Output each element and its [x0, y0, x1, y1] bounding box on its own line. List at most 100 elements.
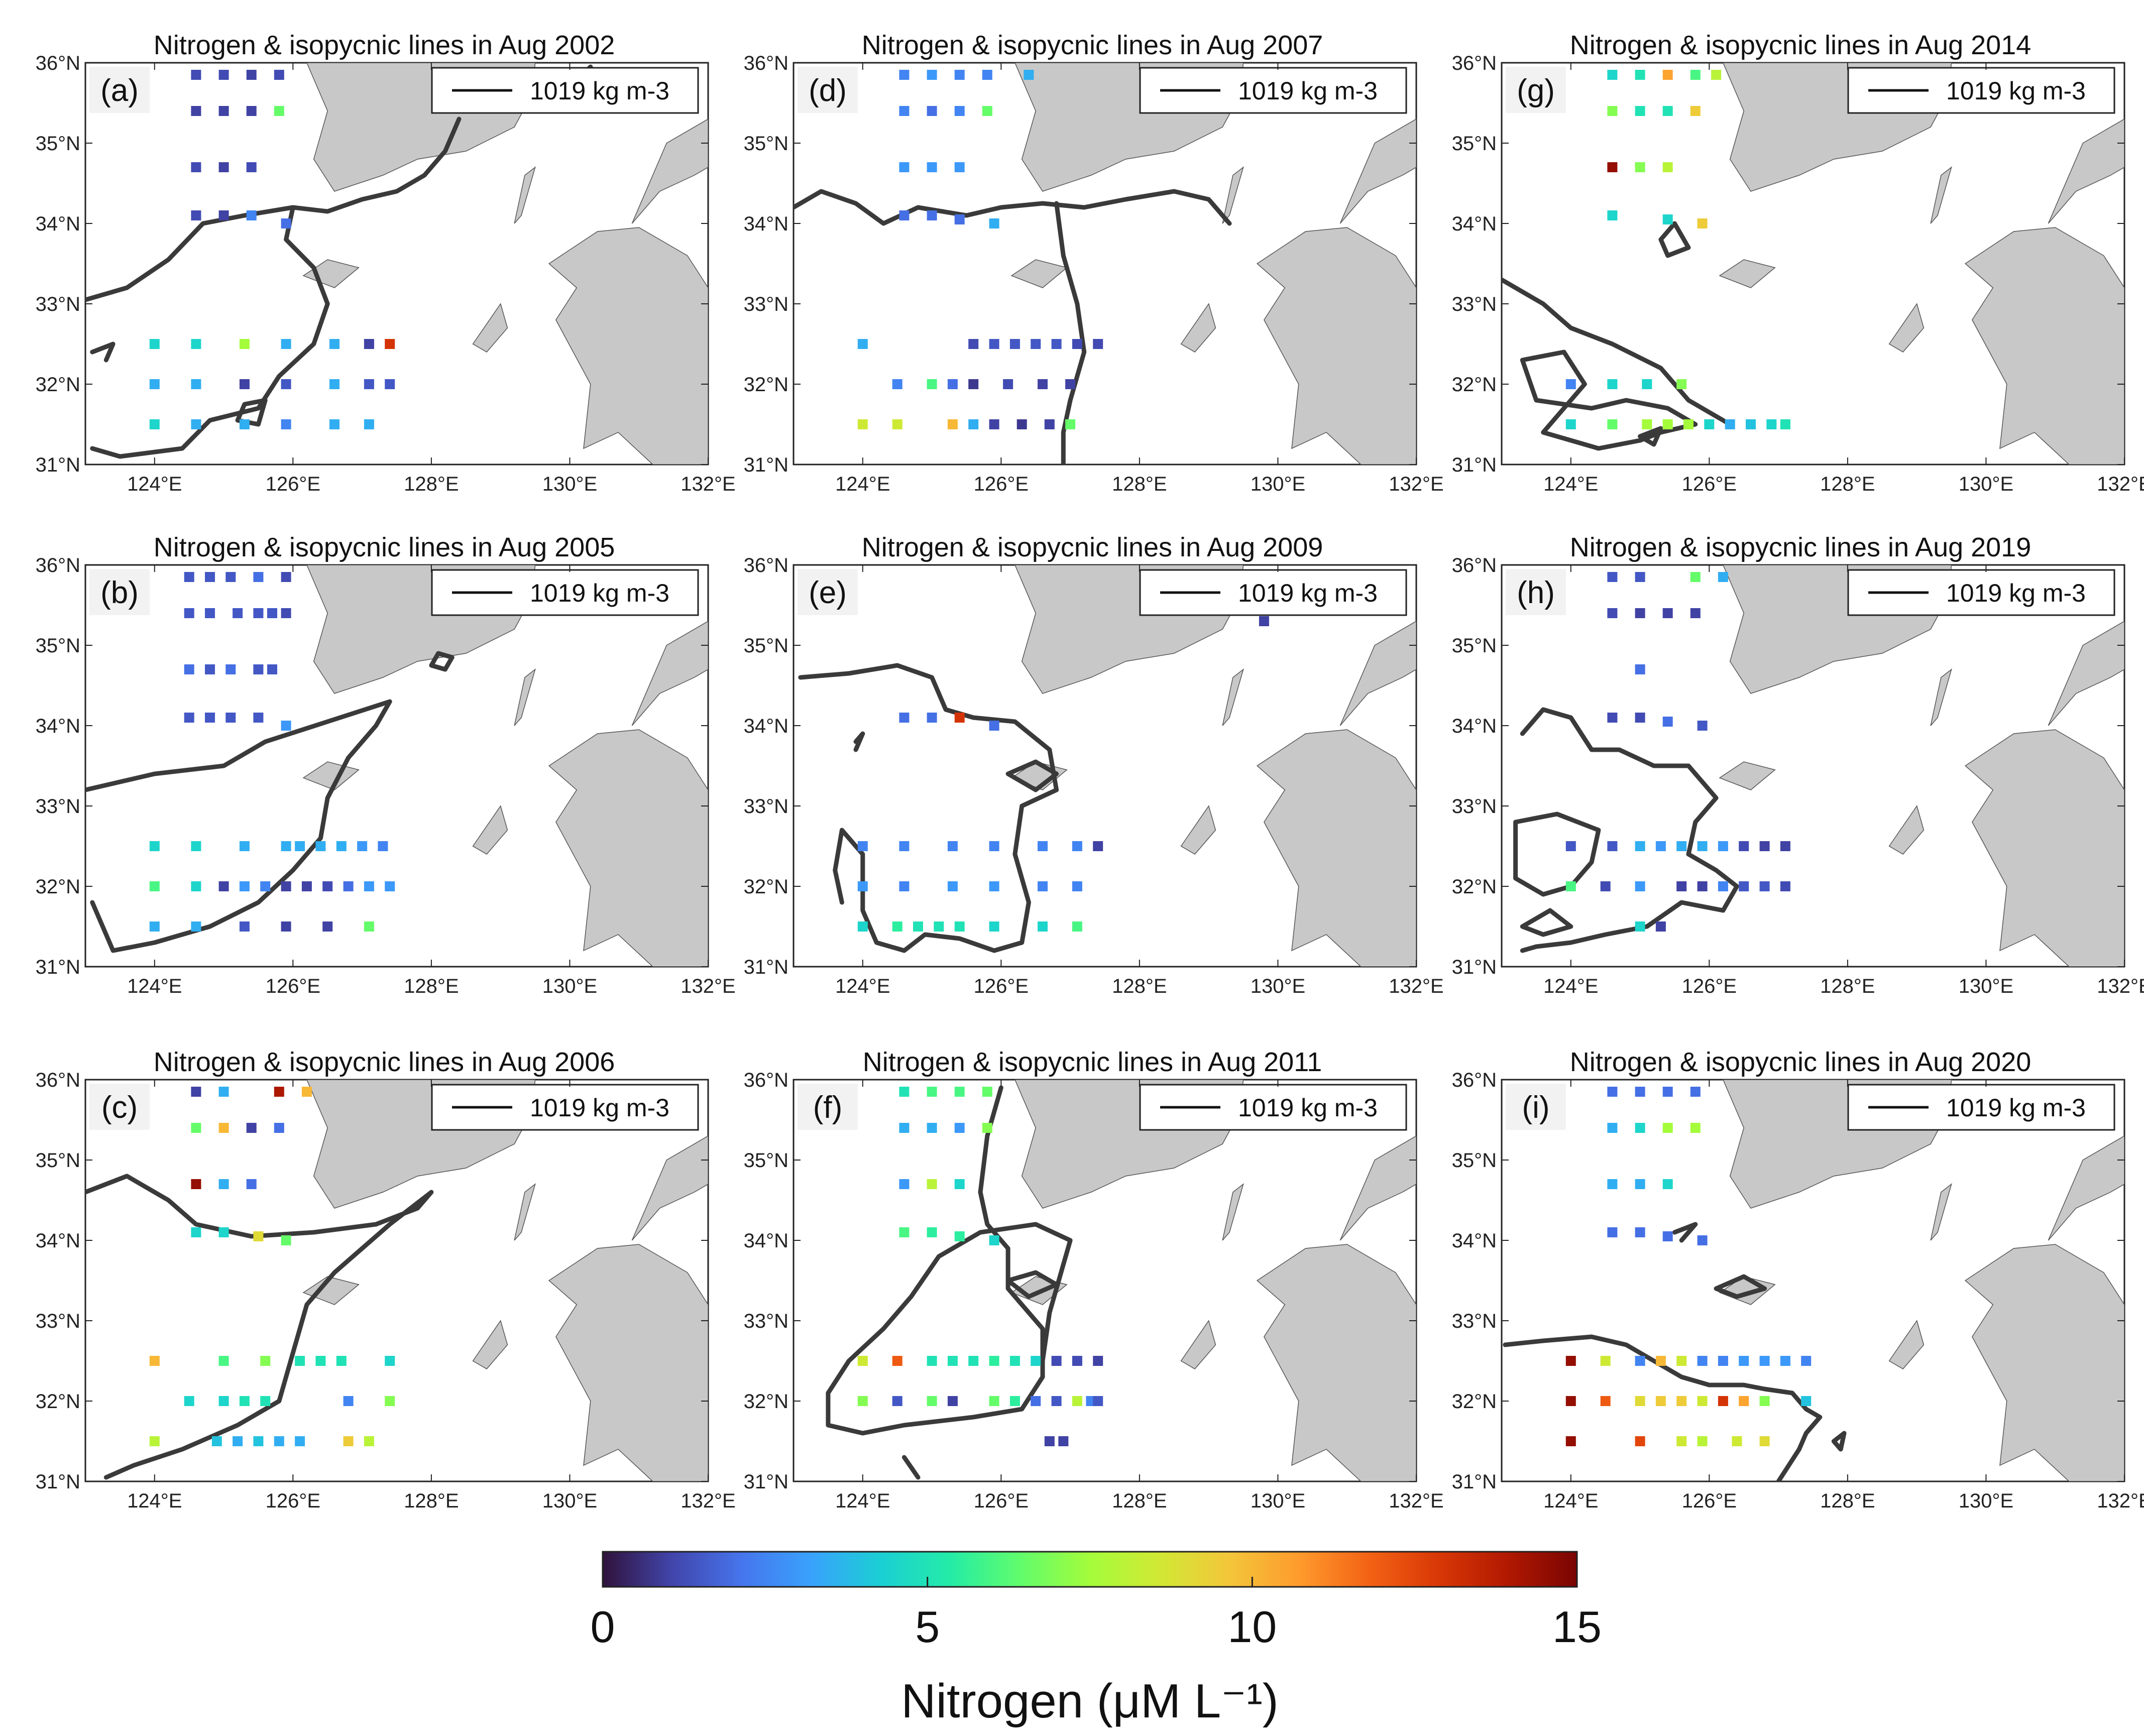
data-point	[1565, 379, 1576, 389]
data-point	[239, 881, 250, 891]
data-point	[989, 881, 999, 891]
data-point	[954, 1123, 965, 1133]
data-point	[364, 921, 374, 932]
data-point	[205, 713, 215, 723]
isopycnal-line	[826, 1085, 1073, 1436]
data-point	[233, 1436, 243, 1446]
data-point	[385, 881, 395, 891]
x-tick-label: 126°E	[1682, 1490, 1737, 1512]
data-point	[1635, 1396, 1645, 1406]
data-point	[218, 1396, 229, 1406]
data-point	[1031, 339, 1041, 349]
data-point	[1704, 419, 1715, 429]
y-tick-label: 31°N	[1452, 956, 1497, 978]
x-tick-label: 130°E	[1959, 975, 2013, 997]
data-point	[184, 1396, 194, 1406]
data-point	[1600, 1356, 1611, 1366]
y-tick-label: 31°N	[744, 454, 788, 476]
data-point	[301, 881, 312, 891]
y-tick-label: 35°N	[36, 635, 80, 657]
data-point	[1662, 717, 1673, 727]
land-goto	[472, 805, 508, 855]
x-tick-label: 132°E	[2097, 1490, 2144, 1512]
legend-label: 1019 kg m-3	[530, 1094, 669, 1122]
panel-label-box	[89, 569, 150, 615]
panel-title: Nitrogen & isopycnic lines in Aug 2019	[1570, 532, 2032, 562]
data-point	[1676, 881, 1687, 891]
data-point	[1072, 1356, 1082, 1366]
panel-title: Nitrogen & isopycnic lines in Aug 2014	[1570, 30, 2032, 60]
x-tick-label: 124°E	[835, 975, 890, 997]
x-tick-label: 124°E	[127, 975, 182, 997]
isopycnal-line	[853, 731, 865, 752]
land-kyushu	[548, 1244, 708, 1481]
isopycnal-line	[85, 117, 462, 302]
land-tsushima	[514, 166, 536, 224]
data-point	[1739, 1356, 1749, 1366]
data-point	[989, 721, 999, 731]
land-kyushu	[548, 227, 708, 465]
data-point	[1642, 379, 1652, 389]
isopycnal-line	[429, 651, 455, 672]
panel-label: (e)	[809, 575, 847, 610]
y-tick-label: 31°N	[744, 1471, 788, 1493]
data-point	[1635, 1436, 1645, 1446]
data-point	[1690, 1123, 1701, 1133]
data-point	[233, 608, 243, 618]
x-tick-label: 124°E	[1543, 975, 1598, 997]
data-point	[267, 608, 277, 618]
y-tick-label: 32°N	[1452, 876, 1497, 898]
colorbar-tick: 10	[1227, 1602, 1277, 1652]
data-point	[968, 1356, 979, 1366]
x-tick-label: 132°E	[1389, 975, 1443, 997]
panel-title: Nitrogen & isopycnic lines in Aug 2002	[154, 30, 615, 60]
data-point	[1690, 572, 1701, 582]
data-point	[246, 210, 257, 220]
data-point	[947, 881, 958, 891]
data-point	[218, 1087, 229, 1097]
land-goto	[1888, 303, 1925, 353]
data-point	[191, 921, 201, 932]
data-point	[1676, 1436, 1687, 1446]
land-honshu	[1339, 1135, 1416, 1241]
data-point	[989, 1235, 999, 1245]
data-point	[989, 1396, 999, 1406]
y-tick-label: 34°N	[744, 715, 788, 737]
data-point	[927, 70, 937, 80]
data-point	[1038, 921, 1048, 932]
panel-label: (d)	[809, 73, 847, 108]
x-tick-label: 126°E	[266, 975, 320, 997]
land-honshu	[2048, 621, 2124, 726]
y-tick-label: 34°N	[744, 1230, 788, 1252]
data-point	[892, 379, 902, 389]
data-point	[947, 1396, 958, 1406]
y-tick-label: 35°N	[1452, 635, 1497, 657]
data-point	[954, 70, 965, 80]
data-point	[982, 106, 992, 116]
x-tick-label: 124°E	[1543, 473, 1598, 495]
data-point	[1635, 70, 1645, 80]
legend-label: 1019 kg m-3	[1238, 77, 1378, 105]
data-point	[239, 841, 250, 851]
y-tick-label: 35°N	[1452, 1149, 1497, 1172]
x-tick-label: 130°E	[1959, 473, 2013, 495]
data-point	[899, 1179, 910, 1189]
data-point	[857, 1356, 868, 1366]
y-tick-label: 31°N	[36, 1471, 80, 1493]
data-point	[1635, 1356, 1645, 1366]
y-tick-label: 35°N	[744, 635, 788, 657]
data-point	[1759, 881, 1770, 891]
data-point	[1051, 1356, 1062, 1366]
y-tick-label: 36°N	[744, 1069, 788, 1091]
panel-title: Nitrogen & isopycnic lines in Aug 2011	[863, 1047, 1322, 1077]
colorbar-gradient	[602, 1551, 1578, 1588]
y-tick-label: 34°N	[1452, 715, 1497, 737]
land-tsushima	[1222, 668, 1244, 726]
data-point	[1009, 339, 1020, 349]
data-point	[1009, 1356, 1020, 1366]
x-tick-label: 128°E	[1820, 473, 1875, 495]
data-point	[1635, 841, 1645, 851]
data-point	[281, 218, 291, 228]
isopycnal-line	[1831, 1431, 1847, 1452]
